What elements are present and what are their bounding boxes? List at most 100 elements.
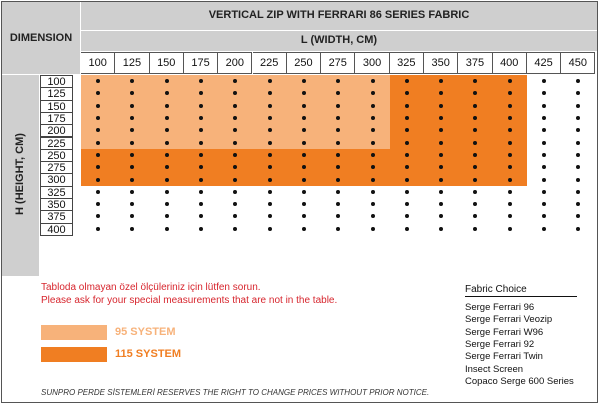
size-available-dot <box>439 165 444 170</box>
size-available-dot <box>404 140 409 145</box>
size-available-dot <box>439 226 444 231</box>
size-available-dot <box>130 116 135 121</box>
size-available-dot <box>542 214 547 219</box>
size-available-dot <box>507 165 512 170</box>
size-available-dot <box>404 152 409 157</box>
size-available-dot <box>542 116 547 121</box>
size-available-dot <box>404 79 409 84</box>
size-available-dot <box>542 103 547 108</box>
size-available-dot <box>164 140 169 145</box>
size-available-dot <box>473 226 478 231</box>
size-available-dot <box>301 177 306 182</box>
size-available-dot <box>542 128 547 133</box>
size-available-dot <box>542 189 547 194</box>
size-available-dot <box>267 103 272 108</box>
size-available-dot <box>576 152 581 157</box>
size-available-dot <box>336 177 341 182</box>
size-available-dot <box>164 189 169 194</box>
size-available-dot <box>507 103 512 108</box>
size-available-dot <box>199 165 204 170</box>
size-available-dot <box>267 202 272 207</box>
fabric-item: Serge Ferrari 96 <box>465 302 535 313</box>
size-available-dot <box>96 165 101 170</box>
height-label-125: 125 <box>40 87 73 101</box>
fabric-item: Serge Ferrari 92 <box>465 338 535 350</box>
size-available-dot <box>199 103 204 108</box>
size-available-dot <box>542 140 547 145</box>
size-available-dot <box>370 116 375 121</box>
size-available-dot <box>336 91 341 96</box>
size-available-dot <box>164 202 169 207</box>
size-available-dot <box>233 103 238 108</box>
width-label-400: 400 <box>492 52 527 74</box>
size-available-dot <box>130 165 135 170</box>
size-available-dot <box>130 140 135 145</box>
size-available-dot <box>370 91 375 96</box>
size-available-dot <box>507 202 512 207</box>
size-available-dot <box>96 116 101 121</box>
size-available-dot <box>96 214 101 219</box>
size-available-dot <box>439 91 444 96</box>
size-available-dot <box>267 189 272 194</box>
width-label-425: 425 <box>526 52 562 74</box>
size-available-dot <box>96 140 101 145</box>
size-available-dot <box>439 152 444 157</box>
size-available-dot <box>336 128 341 133</box>
size-available-dot <box>301 214 306 219</box>
width-label-325: 325 <box>389 52 424 74</box>
fabric-choice-title: Fabric Choice <box>465 284 577 297</box>
legend-swatch-95 <box>41 325 107 340</box>
size-available-dot <box>164 152 169 157</box>
title-header-cell <box>81 2 597 30</box>
size-available-dot <box>96 189 101 194</box>
height-label-100: 100 <box>40 75 73 89</box>
size-available-dot <box>576 189 581 194</box>
size-available-dot <box>576 165 581 170</box>
size-available-dot <box>473 165 478 170</box>
size-available-dot <box>301 140 306 145</box>
size-available-dot <box>164 79 169 84</box>
fabric-item: Copaco Serge 600 Series <box>465 375 574 387</box>
size-available-dot <box>199 189 204 194</box>
height-label-175: 175 <box>40 111 73 126</box>
size-available-dot <box>164 226 169 231</box>
size-available-dot <box>199 91 204 96</box>
size-available-dot <box>507 140 512 145</box>
size-available-dot <box>404 177 409 182</box>
size-available-dot <box>370 128 375 133</box>
fabric-item: Insect Screen <box>465 363 524 375</box>
dimension-header-cell <box>2 2 80 74</box>
size-available-dot <box>370 226 375 231</box>
size-available-dot <box>370 189 375 194</box>
size-available-dot <box>301 165 306 170</box>
size-available-dot <box>576 202 581 207</box>
width-label-175: 175 <box>183 52 219 74</box>
size-available-dot <box>404 202 409 207</box>
size-available-dot <box>336 226 341 231</box>
size-available-dot <box>542 177 547 182</box>
size-available-dot <box>233 214 238 219</box>
size-available-dot <box>336 202 341 207</box>
size-available-dot <box>473 140 478 145</box>
height-label-400: 400 <box>40 222 73 236</box>
size-available-dot <box>473 152 478 157</box>
width-label-350: 350 <box>424 52 459 74</box>
size-available-dot <box>301 152 306 157</box>
size-available-dot <box>439 177 444 182</box>
fabric-item: Serge Ferrari Twin <box>465 351 543 363</box>
size-available-dot <box>404 189 409 194</box>
size-available-dot <box>404 226 409 231</box>
size-available-dot <box>576 128 581 133</box>
size-available-dot <box>301 79 306 84</box>
width-label-300: 300 <box>355 52 390 74</box>
size-available-dot <box>130 79 135 84</box>
size-available-dot <box>370 152 375 157</box>
size-available-dot <box>96 128 101 133</box>
height-label-375: 375 <box>40 210 73 224</box>
height-axis-header-cell <box>2 75 39 276</box>
size-available-dot <box>507 189 512 194</box>
size-available-dot <box>267 79 272 84</box>
size-available-dot <box>199 116 204 121</box>
width-label-225: 225 <box>252 52 287 74</box>
height-axis-label: H (HEIGHT, CM) <box>14 133 26 215</box>
